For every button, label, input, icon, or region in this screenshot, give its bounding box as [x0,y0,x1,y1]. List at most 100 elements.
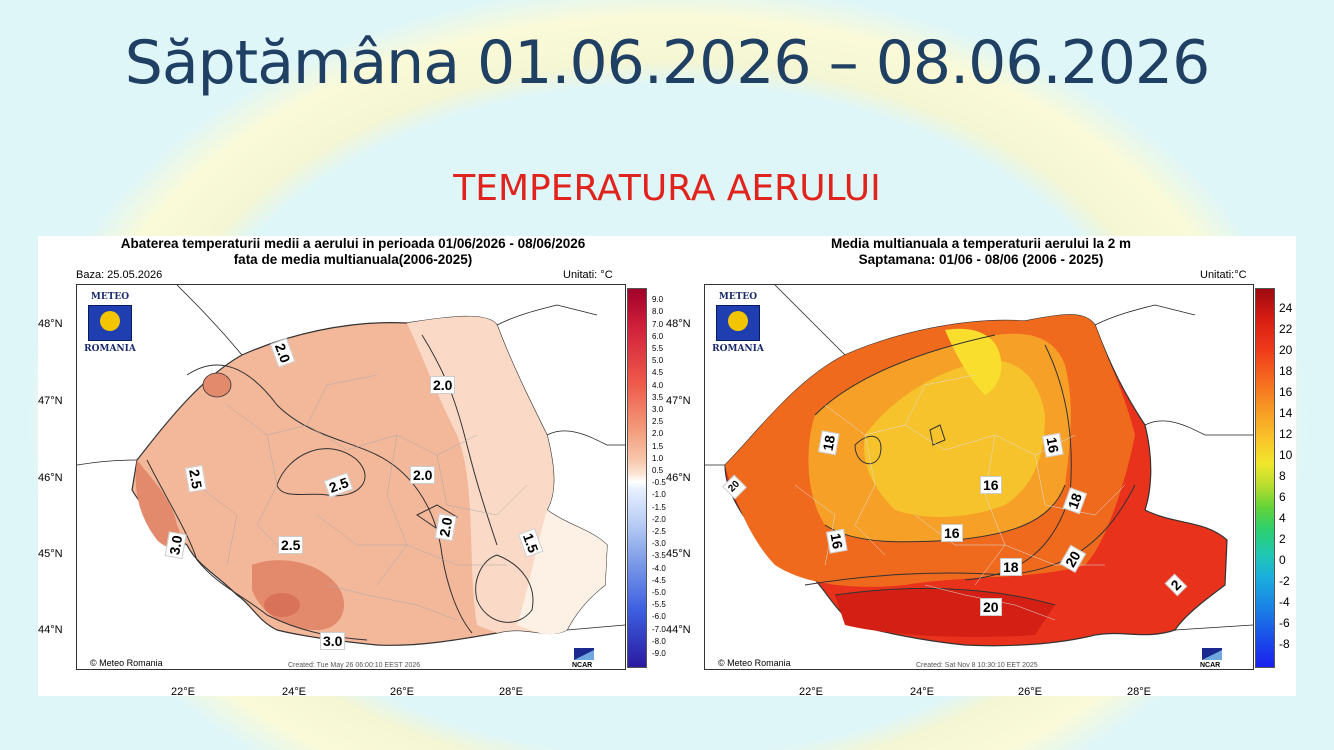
climatology-colorbar [1255,288,1275,668]
lon-label: 28°E [499,686,523,698]
colorbar-tick-label: 8 [1279,469,1286,483]
lat-label: 44°N [38,624,63,636]
colorbar-tick-label: 16 [1279,385,1293,400]
colorbar-tick-label: 2.5 [652,417,664,427]
meteo-romania-logo: METEO ROMANIA [710,292,766,364]
colorbar-tick-label: 2.0 [652,429,664,439]
meteo-romania-logo: METEO ROMANIA [82,292,138,364]
lon-label: 28°E [1127,686,1151,698]
colorbar-tick-label: 3.5 [652,392,664,402]
lon-label: 22°E [799,686,823,698]
lon-label: 26°E [1018,686,1042,698]
colorbar-tick-label: -8.0 [652,636,666,646]
lat-label: 45°N [666,548,691,560]
logo-text-bottom: ROMANIA [84,344,136,354]
colorbar-tick-label: 14 [1279,406,1293,421]
logo-text-top: METEO [90,292,130,302]
colorbar-tick-label: 6 [1279,489,1286,504]
colorbar-tick-label: 5.5 [652,343,664,353]
lat-label: 46°N [666,472,691,484]
lat-label: 45°N [38,548,63,560]
colorbar-tick-label: 0 [1279,552,1286,567]
colorbar-tick-label: -1.0 [652,490,666,500]
colorbar-tick-label: 4.5 [652,368,664,378]
lon-label: 22°E [171,686,195,698]
contour-label: 2.0 [430,376,456,394]
colorbar-tick-label: -2.5 [652,526,666,536]
colorbar-tick-label: 22 [1279,322,1293,337]
colorbar-tick-label: -8 [1279,636,1290,651]
colorbar-tick-label: 1.0 [652,453,664,463]
colorbar-tick-label: 18 [1279,364,1293,379]
slide-title: Săptămâna 01.06.2026 – 08.06.2026 [124,28,1211,98]
climatology-map [704,284,1254,670]
logo-text-top: METEO [718,292,758,302]
deviation-colorbar [627,288,647,668]
colorbar-tick-label: 20 [1279,343,1293,358]
contour-label: 16 [941,524,963,542]
colorbar-tick-label: 2 [1279,531,1286,546]
deviation-title-line2: fata de media multianuala(2006-2025) [233,252,473,267]
colorbar-tick-label: -5.5 [652,600,666,610]
ncar-label: NCAR [1200,662,1221,669]
colorbar-tick-label: 6.0 [652,331,664,341]
colorbar-tick-label: 3.0 [652,404,664,414]
colorbar-tick-label: 4 [1279,510,1286,525]
ncar-logo-icon [1202,648,1222,660]
units-label: Unitati:°C [1200,269,1247,281]
colorbar-tick-label: -4 [1279,594,1290,609]
lat-label: 47°N [666,395,691,407]
deviation-map-panel: Abaterea temperaturii medii a aerului in… [38,236,668,698]
colorbar-tick-label: -4.0 [652,563,666,573]
slide-subtitle: TEMPERATURA AERULUI [453,168,881,209]
contour-label: 18 [818,430,840,456]
deviation-map-title: Abaterea temperaturii medii a aerului in… [38,236,668,268]
contour-label: 2.5 [278,536,304,554]
colorbar-tick-label: 0.5 [652,465,664,475]
lat-label: 46°N [38,472,63,484]
lat-label: 48°N [666,318,691,330]
contour-label: 3.0 [320,632,346,650]
created-stamp: Created: Tue May 26 06:00:10 EEST 2026 [288,662,421,669]
climatology-map-title: Media multianuala a temperaturii aerului… [666,236,1296,268]
copyright-label: © Meteo Romania [90,658,163,668]
colorbar-tick-label: -6.0 [652,612,666,622]
created-stamp: Created: Sat Nov 8 10:30:10 EET 2025 [916,662,1038,669]
lat-label: 47°N [38,395,63,407]
ncar-logo-icon [574,648,594,660]
colorbar-tick-label: 9.0 [652,295,664,305]
colorbar-tick-label: 8.0 [652,307,664,317]
colorbar-tick-label: -4.5 [652,575,666,585]
colorbar-tick-label: 4.0 [652,380,664,390]
colorbar-tick-label: -6 [1279,615,1290,630]
climatology-title-line1: Media multianuala a temperaturii aerului… [830,236,1132,251]
colorbar-tick-label: -7.0 [652,624,666,634]
climatology-map-panel: Media multianuala a temperaturii aerului… [666,236,1296,698]
contour-label: 2.0 [410,466,436,484]
colorbar-tick-label: -1.5 [652,502,666,512]
colorbar-tick-label: -0.5 [652,478,666,488]
contour-label: 16 [1042,432,1064,458]
colorbar-tick-label: -9.0 [652,648,666,658]
units-label: Unitati: °C [563,269,613,281]
ncar-label: NCAR [572,662,593,669]
base-date-label: Baza: 25.05.2026 [76,269,163,281]
colorbar-tick-label: 10 [1279,448,1293,463]
contour-label: 16 [826,528,848,554]
colorbar-tick-label: -3.0 [652,539,666,549]
lat-label: 44°N [666,624,691,636]
colorbar-tick-label: 5.0 [652,356,664,366]
colorbar-tick-label: 7.0 [652,319,664,329]
lon-label: 24°E [910,686,934,698]
colorbar-tick-label: 1.5 [652,441,664,451]
logo-text-bottom: ROMANIA [712,344,764,354]
deviation-map [76,284,626,670]
lat-label: 48°N [38,318,63,330]
colorbar-tick-label: 12 [1279,427,1293,442]
climatology-title-line2: Saptamana: 01/06 - 08/06 (2006 - 2025) [858,252,1104,267]
contour-label: 18 [1000,558,1022,576]
logo-emblem-icon [88,305,132,341]
lon-label: 26°E [390,686,414,698]
colorbar-tick-label: 24 [1279,301,1293,316]
logo-emblem-icon [716,305,760,341]
